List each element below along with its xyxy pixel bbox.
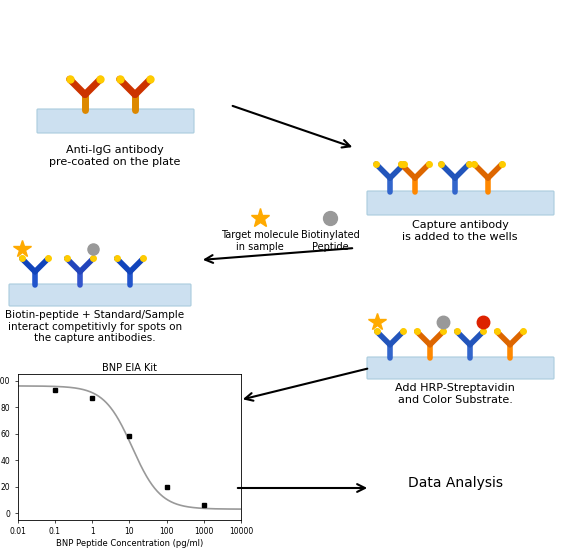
Text: Biotin-peptide + Standard/Sample
interact competitivly for spots on
the capture : Biotin-peptide + Standard/Sample interac… [5,310,185,343]
Text: Biotinylated
Peptide: Biotinylated Peptide [300,230,359,251]
Text: Data Analysis: Data Analysis [407,476,503,490]
Text: Target molecule
in sample: Target molecule in sample [221,230,299,251]
FancyBboxPatch shape [9,284,191,306]
Text: Add HRP-Streptavidin
and Color Substrate.: Add HRP-Streptavidin and Color Substrate… [395,383,515,405]
FancyBboxPatch shape [367,357,554,379]
FancyBboxPatch shape [367,191,554,215]
Text: Capture antibody
is added to the wells: Capture antibody is added to the wells [402,220,518,241]
Title: BNP EIA Kit: BNP EIA Kit [102,363,157,373]
FancyBboxPatch shape [37,109,194,133]
X-axis label: BNP Peptide Concentration (pg/ml): BNP Peptide Concentration (pg/ml) [56,539,203,548]
Text: Anti-IgG antibody
pre-coated on the plate: Anti-IgG antibody pre-coated on the plat… [49,145,181,167]
